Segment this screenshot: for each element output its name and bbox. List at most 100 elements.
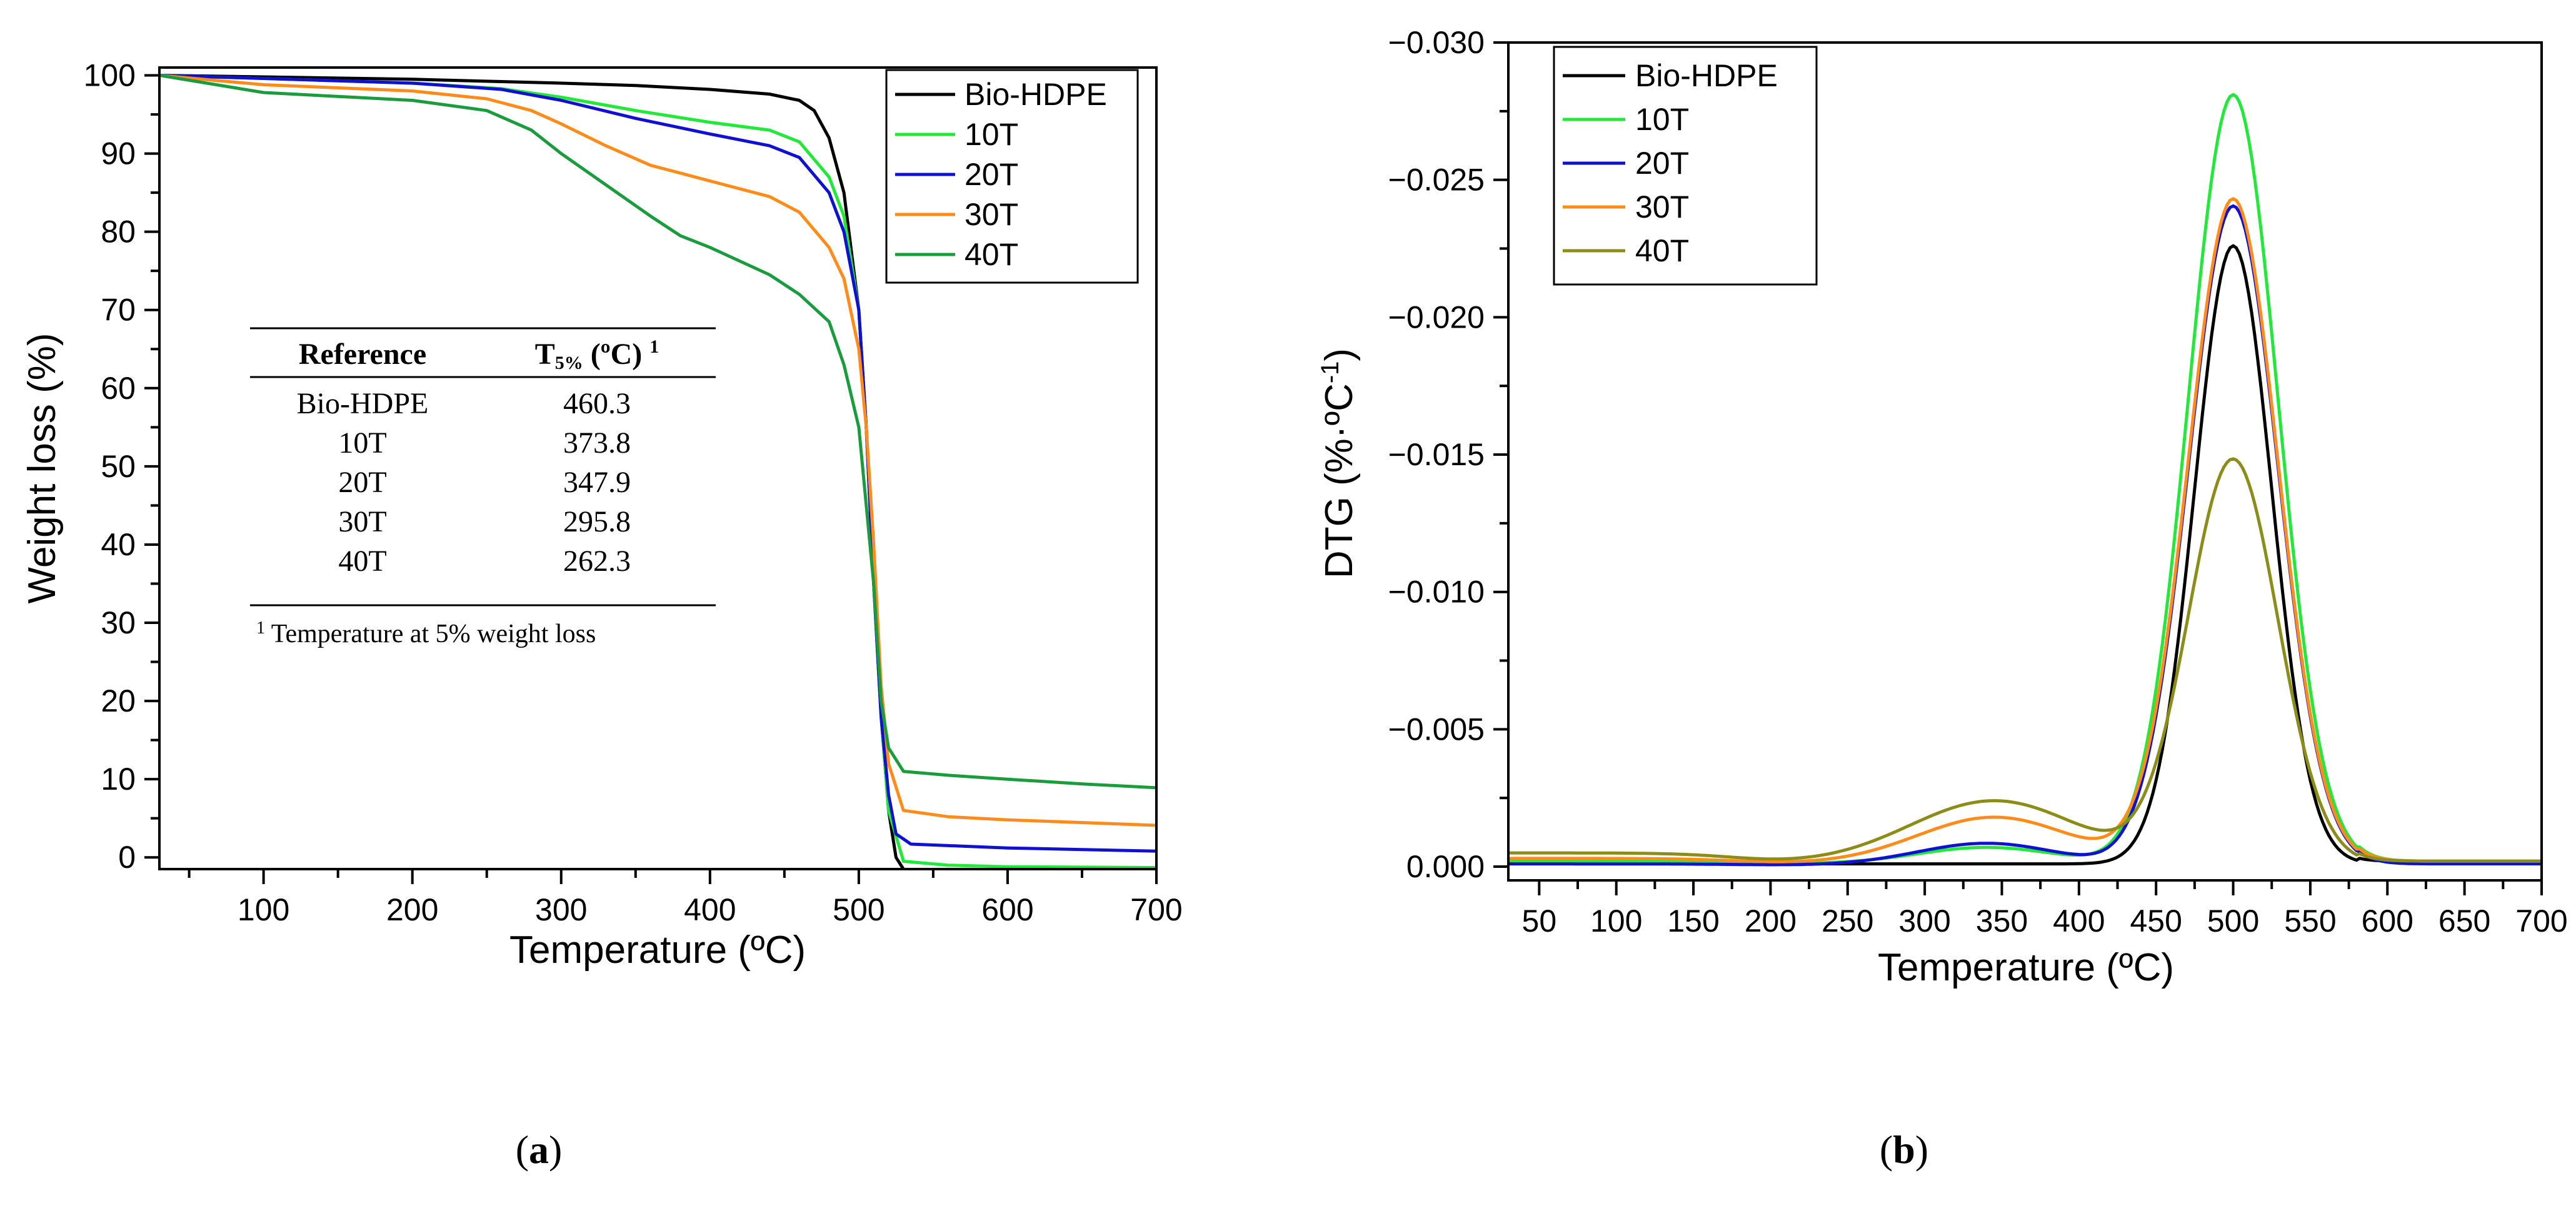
table-cell-reference: 40T — [338, 545, 386, 578]
series-line-30t — [159, 74, 1156, 827]
y-tick-label-4: −0.020 — [1388, 299, 1485, 335]
table-row: 20T 347.9 — [338, 466, 631, 499]
panel-b-y-axis-label-suffix: ) — [1318, 348, 1361, 361]
y-tick-label-40: 40 — [101, 527, 136, 562]
panel-b-chart: 50 100 150 200 250 300 350 400 450 500 550 600 650 70… — [1316, 25, 2568, 1172]
table-footnote-text: Temperature at 5% weight loss — [265, 620, 596, 648]
panel-b-legend: Bio-HDPE 10T 20T 30T 40T — [1553, 46, 1818, 286]
y-tick-label-3: −0.015 — [1388, 437, 1485, 472]
series-line-20t — [1508, 204, 2542, 867]
y-tick-label-1: −0.005 — [1388, 712, 1485, 747]
table-row: Bio-HDPE 460.3 — [297, 387, 631, 420]
panel-b-x-axis: 50 100 150 200 250 300 350 400 450 500 550 600 650 70… — [1522, 880, 2568, 939]
panel-a-legend: Bio-HDPE 10T 20T 30T 40T — [885, 69, 1139, 284]
table-body: Bio-HDPE 460.3 10T 373.8 20T 347.9 30T 295.8 40T… — [297, 387, 631, 578]
panel-b-legend-items: Bio-HDPE 10T 20T 30T 40T — [1563, 58, 1778, 268]
y-tick-label-90: 90 — [101, 136, 136, 171]
x-tick-label-200: 200 — [1745, 903, 1797, 939]
panel-a-y-axis: 0 10 20 30 40 50 60 70 80 90 100 — [84, 58, 159, 875]
table-cell-reference: Bio-HDPE — [297, 387, 429, 420]
x-tick-label-600: 600 — [981, 892, 1033, 927]
panel-a-series-layer — [159, 74, 1156, 869]
panel-a-inset-table: Reference T5% (ºC) 1 Bio-HDPE 460.3 10T 373… — [250, 327, 716, 648]
panel-a-x-axis-label: Temperature (ºC) — [509, 929, 806, 972]
legend-label-40t: 40T — [1635, 233, 1689, 268]
legend-label-30t: 30T — [965, 197, 1018, 232]
table-header-t: T — [535, 338, 555, 371]
x-tick-label-600: 600 — [2362, 903, 2413, 939]
x-tick-label-400: 400 — [684, 892, 736, 927]
panel-a-plot-frame — [158, 66, 1158, 870]
x-tick-label-500: 500 — [833, 892, 885, 927]
series-line-20t — [159, 74, 1156, 853]
legend-label-20t: 20T — [965, 157, 1018, 192]
legend-label-bio-hdpe: Bio-HDPE — [965, 77, 1107, 112]
panel-b-y-axis: 0.000 −0.005 −0.010 −0.015 −0.020 −0.025 −0.03… — [1388, 25, 1508, 884]
panel-a-legend-box — [885, 69, 1139, 284]
y-tick-label-6: −0.030 — [1388, 25, 1485, 60]
y-tick-label-0: 0.000 — [1406, 849, 1485, 884]
table-cell-t5: 262.3 — [563, 545, 631, 578]
series-line-bio-hdpe — [159, 74, 905, 869]
table-cell-t5: 295.8 — [563, 505, 631, 538]
table-header-reference: Reference — [299, 338, 426, 371]
panel-b-y-axis-label-prefix: DTG (%·ºC — [1318, 383, 1361, 578]
table-cell-t5: 460.3 — [563, 387, 631, 420]
y-tick-label-80: 80 — [101, 214, 136, 249]
panel-b-caption-letter: b — [1893, 1127, 1915, 1172]
x-tick-label-400: 400 — [2053, 903, 2105, 939]
x-tick-label-550: 550 — [2284, 903, 2336, 939]
table-header-t-subscript: 5% — [555, 353, 583, 373]
series-line-bio-hdpe — [1508, 244, 2542, 866]
x-tick-label-150: 150 — [1667, 903, 1719, 939]
x-tick-label-700: 700 — [1130, 892, 1182, 927]
y-tick-label-30: 30 — [101, 605, 136, 640]
panel-b-plot-frame — [1507, 41, 2543, 882]
table-row: 30T 295.8 — [338, 505, 631, 538]
x-tick-label-100: 100 — [238, 892, 289, 927]
panel-b-y-axis-label-sup: -1 — [1316, 361, 1344, 384]
table-cell-t5: 347.9 — [563, 466, 631, 499]
table-header-unit: (ºC) — [583, 338, 649, 371]
series-line-40t — [159, 74, 1156, 790]
table-row: 10T 373.8 — [338, 426, 631, 460]
legend-label-10t: 10T — [965, 117, 1018, 152]
x-tick-label-200: 200 — [386, 892, 438, 927]
table-row: 40T 262.3 — [338, 545, 631, 578]
x-tick-label-100: 100 — [1590, 903, 1642, 939]
panel-b-series-layer — [1508, 93, 2542, 867]
legend-label-bio-hdpe: Bio-HDPE — [1635, 58, 1778, 93]
panel-b-caption: (b) — [1880, 1127, 1928, 1172]
legend-label-30t: 30T — [1635, 189, 1689, 224]
y-tick-label-60: 60 — [101, 371, 136, 406]
x-tick-label-350: 350 — [1976, 903, 2028, 939]
panel-a-y-axis-label: Weight loss (%) — [21, 333, 64, 604]
y-tick-label-50: 50 — [101, 449, 136, 484]
y-tick-label-100: 100 — [84, 58, 136, 93]
panel-b-y-axis-label: DTG (%·ºC-1) — [1316, 348, 1361, 578]
table-header-footnote-mark: 1 — [649, 336, 659, 357]
table-header-t5: T5% (ºC) 1 — [535, 336, 659, 373]
y-tick-label-5: −0.025 — [1388, 163, 1485, 198]
table-footnote: 1 Temperature at 5% weight loss — [256, 618, 596, 648]
x-tick-label-300: 300 — [1898, 903, 1950, 939]
panel-a-caption-letter: a — [529, 1127, 549, 1172]
x-tick-label-300: 300 — [535, 892, 587, 927]
y-tick-label-10: 10 — [101, 762, 136, 797]
y-tick-label-2: −0.010 — [1388, 575, 1485, 610]
y-tick-label-70: 70 — [101, 293, 136, 328]
x-tick-label-450: 450 — [2130, 903, 2182, 939]
table-cell-reference: 10T — [338, 426, 386, 460]
legend-label-40t: 40T — [965, 237, 1018, 272]
table-cell-t5: 373.8 — [563, 426, 631, 460]
x-tick-label-650: 650 — [2438, 903, 2490, 939]
series-line-40t — [1508, 457, 2542, 863]
table-cell-reference: 30T — [338, 505, 386, 538]
panel-a-caption: (a) — [516, 1127, 563, 1172]
panel-a-x-axis: 100 200 300 400 500 600 700 — [188, 869, 1183, 927]
panel-b-legend-box — [1553, 46, 1818, 286]
x-tick-label-250: 250 — [1822, 903, 1873, 939]
legend-label-20t: 20T — [1635, 146, 1689, 181]
x-tick-label-500: 500 — [2207, 903, 2259, 939]
